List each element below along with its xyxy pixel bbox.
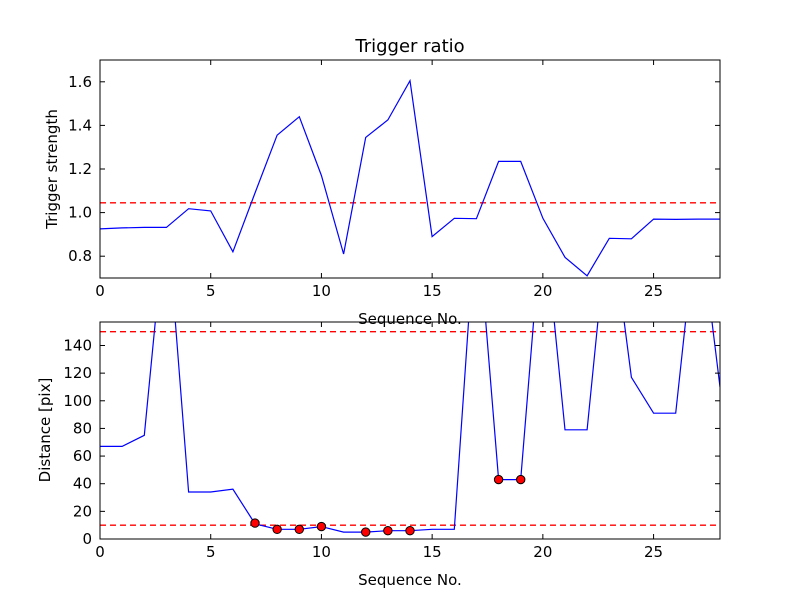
data-point-marker (405, 526, 415, 536)
plot-frame (99, 321, 721, 540)
y-tick-label: 1.6 (68, 73, 92, 91)
plot-frame (99, 59, 721, 279)
data-point-marker (516, 474, 526, 485)
data-point-marker (316, 521, 327, 532)
y-tick-label: 120 (63, 364, 92, 382)
data-point-marker (493, 474, 504, 485)
data-point-marker (294, 524, 304, 535)
x-tick-label: 0 (95, 282, 105, 300)
x-axis-label: Sequence No. (358, 571, 462, 589)
y-tick-label: 1.2 (68, 160, 92, 178)
data-point-marker (383, 526, 393, 536)
x-axis-label: Sequence No. (358, 310, 462, 328)
data-point-marker (361, 527, 371, 537)
y-axis-label: Distance [pix] (36, 378, 54, 483)
y-tick-label: 60 (73, 447, 92, 465)
x-tick-label: 0 (95, 543, 105, 561)
x-tick-label: 10 (312, 282, 331, 300)
chart-title: Trigger ratio (354, 36, 464, 57)
y-tick-label: 20 (73, 502, 92, 520)
y-tick-label: 140 (63, 336, 92, 354)
x-tick-label: 10 (312, 543, 331, 561)
y-tick-label: 0 (82, 530, 92, 548)
x-tick-label: 25 (644, 282, 663, 300)
series-line (100, 78, 720, 277)
trigger-ratio-panel: Trigger ratio 0 5 10 15 20 250.81.01.21.41.6 … (43, 36, 721, 328)
distance-panel: 0 5 10 15 20 25 0 20 40 60 80 100 120 140 Sequence No… (36, 321, 721, 589)
x-tick-label: 5 (206, 282, 216, 300)
y-tick-label: 1.0 (68, 204, 92, 222)
x-tick-label: 5 (206, 543, 216, 561)
y-tick-label: 100 (63, 392, 92, 410)
y-axis-label: Trigger strength (43, 109, 61, 230)
y-tick-label: 1.4 (68, 116, 92, 134)
x-tick-label: 15 (423, 282, 442, 300)
data-point-marker (250, 518, 260, 528)
x-tick-label: 15 (423, 543, 442, 561)
data-point-marker (272, 524, 282, 535)
series-line (100, 322, 720, 533)
y-tick-label: 0.8 (68, 247, 92, 265)
y-tick-label: 80 (73, 419, 92, 437)
x-tick-label: 25 (644, 543, 663, 561)
x-tick-label: 20 (533, 543, 552, 561)
x-tick-label: 20 (533, 282, 552, 300)
y-tick-label: 40 (73, 475, 92, 493)
